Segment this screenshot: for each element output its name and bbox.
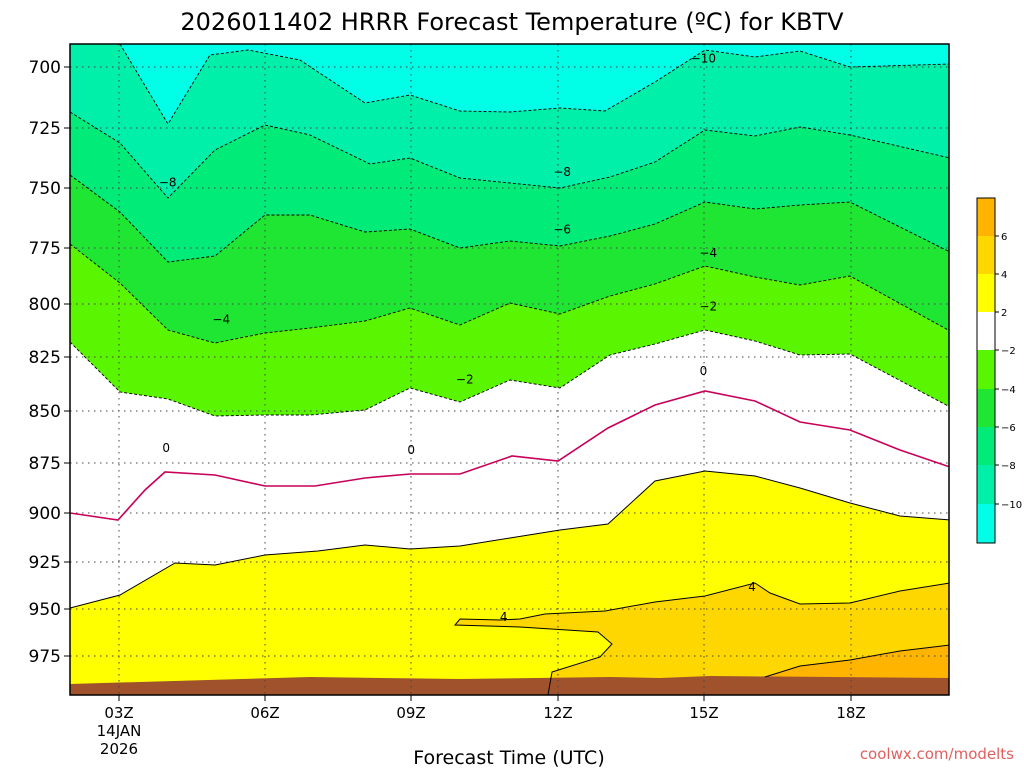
chart-title: 2026011402 HRRR Forecast Temperature (ºC… <box>180 8 844 36</box>
y-tick-label: 750 <box>29 179 61 199</box>
contour-2 <box>70 470 949 609</box>
colorbar-box-4-6 <box>977 236 995 274</box>
contour-minus2 <box>70 329 949 417</box>
contour-lines <box>70 44 949 695</box>
x-tick-label: 18Z <box>836 704 865 722</box>
contour-minus10 <box>70 44 949 125</box>
x-tick-label: 12Z <box>543 704 572 722</box>
x-tick-label: 03Z <box>104 704 133 722</box>
colorbar-box-minus6-minus4 <box>977 389 995 427</box>
temperature-field <box>70 44 949 695</box>
colorbar: 6 4 2 −2 −4 −6 −8 −10 <box>976 197 1022 544</box>
y-tick-label: 700 <box>29 58 61 78</box>
colorbar-box-above-6 <box>977 198 995 236</box>
contour-4 <box>453 582 949 695</box>
y-tick-label: 975 <box>29 647 61 667</box>
y-tick-label: 825 <box>29 348 61 368</box>
contour-label: 0 <box>162 441 170 455</box>
x-year-label: 2026 <box>100 740 138 758</box>
y-axis: 700 725 750 775 800 825 850 875 900 925 … <box>29 58 70 667</box>
contour-label: 0 <box>407 443 415 457</box>
y-tick-label: 850 <box>29 402 61 422</box>
contour-label: 4 <box>500 610 508 624</box>
x-tick-label: 06Z <box>250 704 279 722</box>
plot-frame <box>69 43 950 696</box>
colorbar-label: −10 <box>1001 500 1022 511</box>
credit-label: coolwx.com/modelts <box>860 745 1014 763</box>
x-axis: 03Z 06Z 09Z 12Z 15Z 18Z 14JAN 2026 <box>97 695 866 758</box>
colorbar-label: −2 <box>1001 346 1016 357</box>
colorbar-box-minus10-minus8 <box>977 465 995 504</box>
x-date-label: 14JAN <box>97 722 142 740</box>
colorbar-box-2-4 <box>977 274 995 312</box>
contour-labels: −10 −8 −8 −6 −4 −4 −2 −2 0 0 0 4 4 <box>159 51 756 624</box>
colorbar-box-minus4-minus2 <box>977 350 995 389</box>
colorbar-box-minus8-minus6 <box>977 427 995 465</box>
contour-minus6 <box>70 174 949 263</box>
y-tick-label: 725 <box>29 119 61 139</box>
colorbar-label: −4 <box>1001 385 1016 396</box>
colorbar-frame <box>976 197 996 544</box>
y-tick-label: 800 <box>29 295 61 315</box>
contour-label: −8 <box>553 165 571 179</box>
contour-minus4 <box>70 243 949 344</box>
colorbar-label: 2 <box>1001 308 1007 319</box>
colorbar-label: 6 <box>1001 232 1007 243</box>
x-tick-label: 15Z <box>689 704 718 722</box>
grid <box>70 44 949 695</box>
colorbar-label: −6 <box>1001 423 1016 434</box>
y-tick-label: 900 <box>29 504 61 524</box>
contour-zero <box>70 390 949 521</box>
y-tick-label: 925 <box>29 553 61 573</box>
contour-label: 4 <box>748 580 756 594</box>
x-tick-label: 09Z <box>396 704 425 722</box>
y-tick-label: 950 <box>29 600 61 620</box>
contour-minus8 <box>70 111 949 199</box>
colorbar-label: −8 <box>1001 461 1016 472</box>
contour-label: −6 <box>553 223 571 237</box>
colorbar-label: 4 <box>1001 270 1007 281</box>
y-tick-label: 875 <box>29 454 61 474</box>
contour-label: −2 <box>699 300 717 314</box>
contour-label: −4 <box>212 313 230 327</box>
contour-6 <box>764 644 949 678</box>
contour-label: −4 <box>699 246 717 260</box>
contour-label: −2 <box>456 372 474 386</box>
contour-label: −10 <box>691 51 716 65</box>
y-tick-label: 775 <box>29 239 61 259</box>
ground-surface <box>70 676 949 695</box>
contour-label: −8 <box>159 176 177 190</box>
colorbar-box-minus2-2 <box>977 312 995 350</box>
contour-label: 0 <box>700 364 708 378</box>
x-axis-title: Forecast Time (UTC) <box>413 747 604 768</box>
colorbar-box-below-minus10 <box>977 504 995 543</box>
